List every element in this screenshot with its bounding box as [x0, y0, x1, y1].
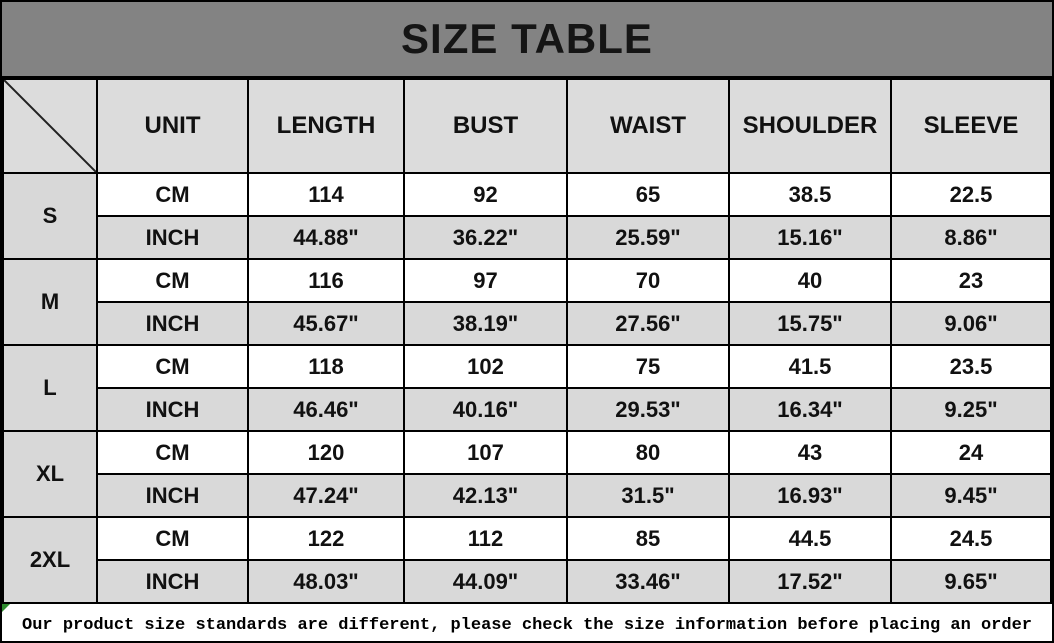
- table-row: INCH 45.67" 38.19" 27.56" 15.75" 9.06": [3, 301, 1052, 346]
- table-row: S CM 114 92 65 38.5 22.5: [2, 172, 1052, 260]
- value-cell: 29.53": [566, 387, 730, 432]
- column-header-unit: UNIT: [96, 78, 249, 174]
- column-header-sleeve: SLEEVE: [890, 78, 1052, 174]
- value-cell: 25.59": [566, 215, 730, 260]
- value-cell: 24: [890, 430, 1052, 475]
- unit-cell: INCH: [96, 215, 249, 260]
- value-cell: 9.06": [890, 301, 1052, 346]
- table-row: XL CM 120 107 80 43 24: [2, 430, 1052, 518]
- value-cell: 15.16": [728, 215, 892, 260]
- size-label-l: L: [2, 344, 98, 432]
- value-cell: 44.88": [247, 215, 405, 260]
- value-cell: 44.09": [403, 559, 568, 604]
- column-header-shoulder: SHOULDER: [728, 78, 892, 174]
- value-cell: 47.24": [247, 473, 405, 518]
- value-cell: 27.56": [566, 301, 730, 346]
- table-row: INCH 47.24" 42.13" 31.5" 16.93" 9.45": [3, 473, 1052, 518]
- unit-cell: INCH: [96, 559, 249, 604]
- title-bar: SIZE TABLE: [2, 2, 1052, 78]
- value-cell: 38.5: [728, 172, 892, 217]
- diagonal-slash-icon: [4, 80, 96, 172]
- value-cell: 85: [566, 516, 730, 561]
- value-cell: 16.34": [728, 387, 892, 432]
- note-text: Our product size standards are different…: [22, 616, 1032, 635]
- table-row: 2XL CM 122 112 85 44.5 24.5: [2, 516, 1052, 604]
- size-label-m: M: [2, 258, 98, 346]
- value-cell: 102: [403, 344, 568, 389]
- value-cell: 16.93": [728, 473, 892, 518]
- value-cell: 33.46": [566, 559, 730, 604]
- value-cell: 112: [403, 516, 568, 561]
- table-row: INCH 44.88" 36.22" 25.59" 15.16" 8.86": [3, 215, 1052, 260]
- table-row: L CM 118 102 75 41.5 23.5: [2, 344, 1052, 432]
- value-cell: 31.5": [566, 473, 730, 518]
- unit-cell: CM: [96, 172, 249, 217]
- value-cell: 24.5: [890, 516, 1052, 561]
- value-cell: 40: [728, 258, 892, 303]
- value-cell: 38.19": [403, 301, 568, 346]
- value-cell: 42.13": [403, 473, 568, 518]
- column-header-waist: WAIST: [566, 78, 730, 174]
- value-cell: 44.5: [728, 516, 892, 561]
- value-cell: 22.5: [890, 172, 1052, 217]
- value-cell: 65: [566, 172, 730, 217]
- value-cell: 118: [247, 344, 405, 389]
- value-cell: 43: [728, 430, 892, 475]
- value-cell: 23.5: [890, 344, 1052, 389]
- value-cell: 23: [890, 258, 1052, 303]
- value-cell: 114: [247, 172, 405, 217]
- value-cell: 36.22": [403, 215, 568, 260]
- value-cell: 17.52": [728, 559, 892, 604]
- value-cell: 97: [403, 258, 568, 303]
- value-cell: 9.65": [890, 559, 1052, 604]
- page-title: SIZE TABLE: [401, 15, 653, 62]
- unit-cell: CM: [96, 430, 249, 475]
- size-label-2xl: 2XL: [2, 516, 98, 604]
- column-header-bust: BUST: [403, 78, 568, 174]
- green-corner-mark-icon: [2, 604, 10, 612]
- value-cell: 41.5: [728, 344, 892, 389]
- table-row: INCH 48.03" 44.09" 33.46" 17.52" 9.65": [3, 559, 1052, 604]
- column-header-length: LENGTH: [247, 78, 405, 174]
- unit-cell: INCH: [96, 473, 249, 518]
- unit-cell: CM: [96, 516, 249, 561]
- unit-cell: INCH: [96, 301, 249, 346]
- value-cell: 46.46": [247, 387, 405, 432]
- value-cell: 80: [566, 430, 730, 475]
- size-table: UNIT LENGTH BUST WAIST SHOULDER SLEEVE S…: [2, 78, 1052, 604]
- size-label-s: S: [2, 172, 98, 260]
- unit-cell: CM: [96, 344, 249, 389]
- note-box: Our product size standards are different…: [2, 604, 1052, 641]
- value-cell: 70: [566, 258, 730, 303]
- size-label-xl: XL: [2, 430, 98, 518]
- value-cell: 122: [247, 516, 405, 561]
- value-cell: 40.16": [403, 387, 568, 432]
- value-cell: 8.86": [890, 215, 1052, 260]
- value-cell: 45.67": [247, 301, 405, 346]
- table-row: M CM 116 97 70 40 23: [2, 258, 1052, 346]
- value-cell: 48.03": [247, 559, 405, 604]
- value-cell: 107: [403, 430, 568, 475]
- value-cell: 9.25": [890, 387, 1052, 432]
- value-cell: 9.45": [890, 473, 1052, 518]
- value-cell: 75: [566, 344, 730, 389]
- value-cell: 116: [247, 258, 405, 303]
- diagonal-corner-cell: [2, 78, 98, 174]
- value-cell: 92: [403, 172, 568, 217]
- value-cell: 15.75": [728, 301, 892, 346]
- unit-cell: INCH: [96, 387, 249, 432]
- unit-cell: CM: [96, 258, 249, 303]
- header-row: UNIT LENGTH BUST WAIST SHOULDER SLEEVE: [2, 78, 1052, 174]
- table-row: INCH 46.46" 40.16" 29.53" 16.34" 9.25": [3, 387, 1052, 432]
- value-cell: 120: [247, 430, 405, 475]
